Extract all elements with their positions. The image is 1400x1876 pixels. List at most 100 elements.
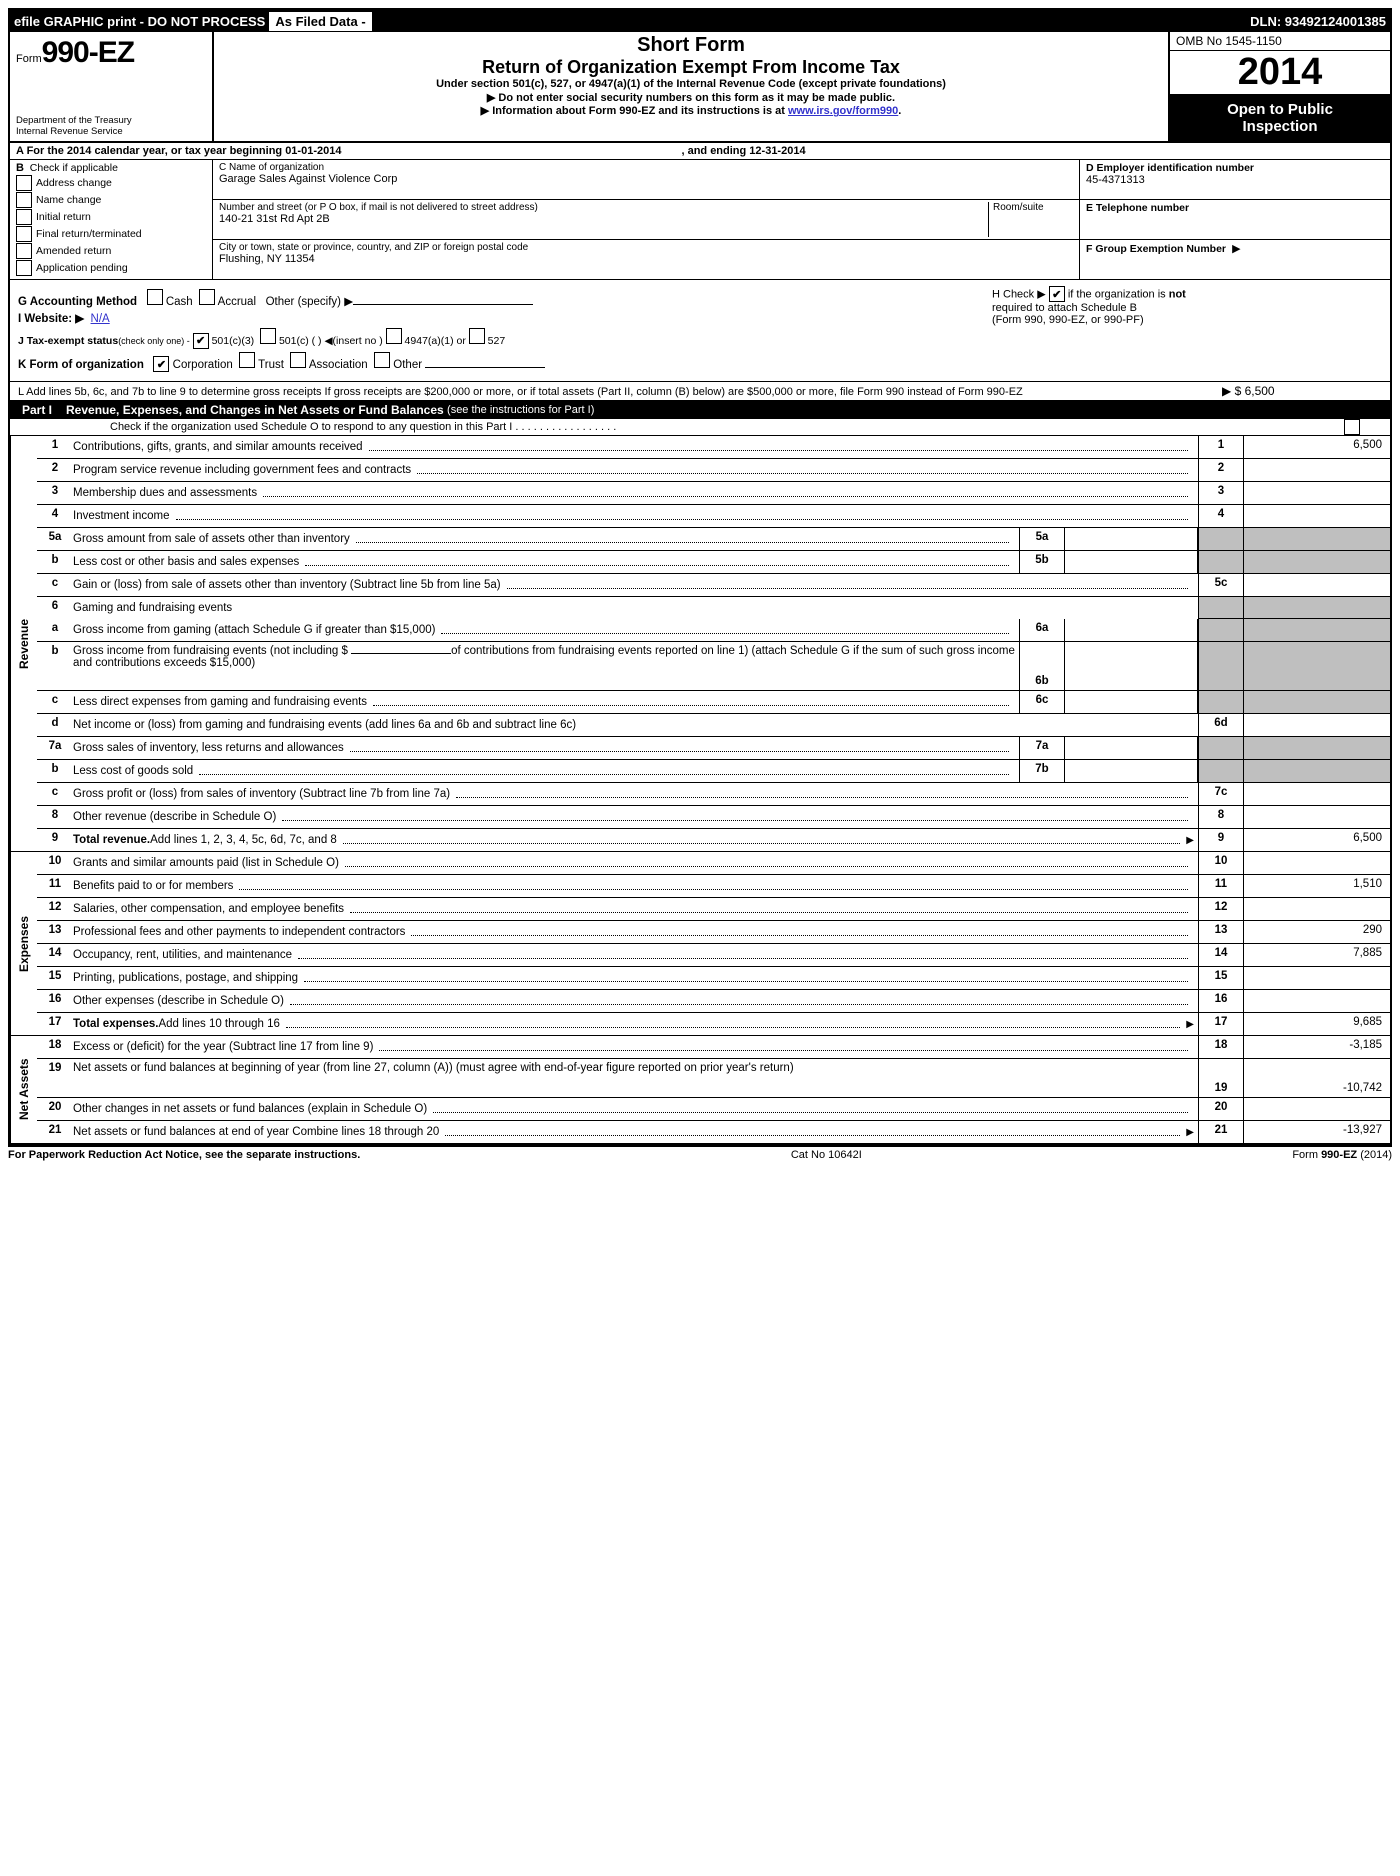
chk-amended-return[interactable]: Amended return [16,243,206,259]
dept-irs: Internal Revenue Service [16,126,206,137]
g-other: Other (specify) ▶ [266,296,353,308]
arrow-icon [1186,1126,1194,1138]
l-text: L Add lines 5b, 6c, and 7b to line 9 to … [18,386,1222,398]
header-title-col: Short Form Return of Organization Exempt… [214,32,1168,141]
open-public-badge: Open to Public Inspection [1170,95,1390,141]
c-city-val: Flushing, NY 11354 [219,253,1073,265]
open-public-2: Inspection [1172,118,1388,135]
k-trust-box[interactable] [239,352,255,368]
h-text3: required to attach Schedule B [992,302,1137,314]
netassets-section: Net Assets 18Excess or (deficit) for the… [10,1036,1390,1145]
chk-name-change[interactable]: Name change [16,192,206,208]
line-3: 3Membership dues and assessments3 [37,482,1390,505]
k-o2: Trust [258,359,284,371]
part-i-sub-text: Check if the organization used Schedule … [110,421,616,433]
b-label: B [16,162,24,174]
chk-application-pending[interactable]: Application pending [16,260,206,276]
c-name-lbl: C Name of organization [219,162,1073,173]
c-name-cell: C Name of organization Garage Sales Agai… [213,160,1079,200]
k-o3: Association [309,359,368,371]
h-checkbox[interactable]: ✔ [1049,286,1065,302]
form-990ez-page: efile GRAPHIC print - DO NOT PROCESS As … [8,8,1392,1147]
c-street-cell: Number and street (or P O box, if mail i… [213,200,1079,240]
line-18: 18Excess or (deficit) for the year (Subt… [37,1036,1390,1059]
h-text1: H Check ▶ [992,289,1046,301]
j-tail: (check only one) - [118,336,190,346]
k-other-box[interactable] [374,352,390,368]
netassets-side-label: Net Assets [10,1036,37,1143]
i-label: I Website: ▶ [18,313,84,325]
h-not: not [1169,289,1186,301]
g-cash-box[interactable] [147,289,163,305]
part-i-sched-o-box[interactable] [1344,419,1360,435]
j-tax-exempt: J Tax-exempt status(check only one) - ✔ … [18,328,1382,349]
j-501c3-box[interactable]: ✔ [193,333,209,349]
line-15: 15Printing, publications, postage, and s… [37,967,1390,990]
form-title: Return of Organization Exempt From Incom… [220,57,1162,78]
line-12: 12Salaries, other compensation, and empl… [37,898,1390,921]
line-5c: cGain or (loss) from sale of assets othe… [37,574,1390,597]
chk-address-change[interactable]: Address change [16,175,206,191]
k-o4: Other [393,359,422,371]
b-sub: Check if applicable [30,162,118,174]
line-1: 1Contributions, gifts, grants, and simil… [37,436,1390,459]
d-lbl: D Employer identification number [1086,162,1384,174]
g-accrual-box[interactable] [199,289,215,305]
h-text2: if the organization is [1068,289,1166,301]
expenses-side-label: Expenses [10,852,37,1035]
chk-initial-return[interactable]: Initial return [16,209,206,225]
line-13: 13Professional fees and other payments t… [37,921,1390,944]
k-corp-box[interactable]: ✔ [153,356,169,372]
f-group-cell: F Group Exemption Number ▶ [1080,240,1390,279]
i-val[interactable]: N/A [91,313,110,325]
footer-catno: Cat No 10642I [360,1149,1292,1161]
h-text4: (Form 990, 990-EZ, or 990-PF) [992,314,1144,326]
part-i-header: Part I Revenue, Expenses, and Changes in… [10,401,1390,419]
line-6b: bGross income from fundraising events (n… [37,642,1390,691]
line-10: 10Grants and similar amounts paid (list … [37,852,1390,875]
form-note-ssn: ▶ Do not enter social security numbers o… [220,91,1162,104]
line-20: 20Other changes in net assets or fund ba… [37,1098,1390,1121]
line-9: 9Total revenue. Add lines 1, 2, 3, 4, 5c… [37,829,1390,851]
arrow-icon [1186,834,1194,846]
note2-pre: ▶ Information about Form 990-EZ and its … [481,105,788,117]
chk-final-return[interactable]: Final return/terminated [16,226,206,242]
k-assoc-box[interactable] [290,352,306,368]
part-i-tail: (see the instructions for Part I) [447,404,594,416]
line-6c: cLess direct expenses from gaming and fu… [37,691,1390,714]
note2-post: . [898,105,901,117]
expenses-rows: 10Grants and similar amounts paid (list … [37,852,1390,1035]
footer-formno: Form 990-EZ (2014) [1292,1149,1392,1161]
l-amount: ▶ $ 6,500 [1222,384,1382,398]
line-4: 4Investment income4 [37,505,1390,528]
header-row: Form990-EZ Department of the Treasury In… [10,32,1390,143]
line-7b: bLess cost of goods sold7b [37,760,1390,783]
k-o1: Corporation [173,359,233,371]
irs-link[interactable]: www.irs.gov/form990 [788,105,898,117]
section-g-through-k: H Check ▶ ✔ if the organization is not r… [10,280,1390,382]
line-21: 21Net assets or fund balances at end of … [37,1121,1390,1143]
j-4947-box[interactable] [386,328,402,344]
form-note-info: ▶ Information about Form 990-EZ and its … [220,104,1162,117]
line-8: 8Other revenue (describe in Schedule O)8 [37,806,1390,829]
revenue-side-label: Revenue [10,436,37,851]
form-no-big: 990-EZ [42,36,134,69]
line-11: 11Benefits paid to or for members111,510 [37,875,1390,898]
page-footer: For Paperwork Reduction Act Notice, see … [8,1147,1392,1163]
j-label: J Tax-exempt status [18,335,118,347]
c-street-val: 140-21 31st Rd Apt 2B [219,213,984,225]
line-5a: 5aGross amount from sale of assets other… [37,528,1390,551]
j-o4: 527 [488,335,506,347]
g-accrual: Accrual [218,296,256,308]
line-7c: cGross profit or (loss) from sales of in… [37,783,1390,806]
header-right-col: OMB No 1545-1150 2014 Open to Public Ins… [1168,32,1390,141]
j-527-box[interactable] [469,328,485,344]
col-d-e-f: D Employer identification number 45-4371… [1080,160,1390,279]
j-501c-box[interactable] [260,328,276,344]
c-city-cell: City or town, state or province, country… [213,240,1079,279]
line-17: 17Total expenses. Add lines 10 through 1… [37,1013,1390,1035]
dept-block: Department of the Treasury Internal Reve… [16,115,206,137]
line-6a: aGross income from gaming (attach Schedu… [37,619,1390,642]
block-b-through-f: B Check if applicable Address change Nam… [10,160,1390,280]
k-label: K Form of organization [18,359,144,371]
